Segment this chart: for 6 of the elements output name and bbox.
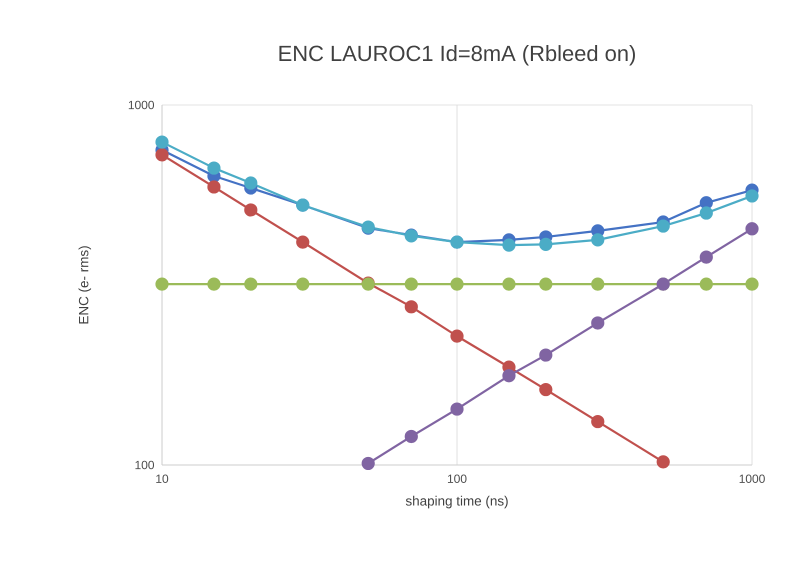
chart-title: ENC LAUROC1 Id=8mA (Rbleed on): [279, 45, 635, 66]
x-axis-title: shaping time (ns): [406, 496, 508, 508]
x-tick-label: 100: [448, 474, 467, 483]
y-axis-title: ENC (e- rms): [78, 246, 92, 324]
x-tick-label: 1000: [740, 474, 765, 483]
x-tick-label: 10: [156, 474, 168, 483]
